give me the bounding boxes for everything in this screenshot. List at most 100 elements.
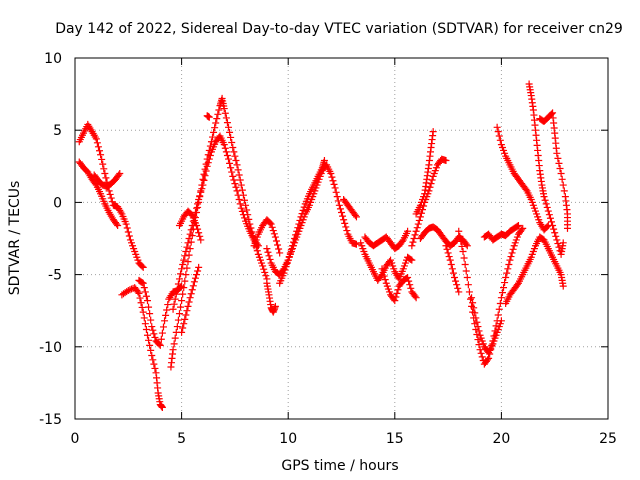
y-tick-label: 5	[53, 123, 62, 139]
series-sat-m	[263, 161, 360, 279]
data-point	[330, 180, 338, 188]
data-point	[271, 233, 279, 241]
data-point	[172, 290, 180, 298]
data-point	[501, 279, 509, 287]
data-point	[204, 159, 212, 167]
data-point	[508, 249, 516, 257]
data-point	[97, 151, 105, 159]
data-point	[414, 220, 422, 228]
data-point	[336, 205, 344, 213]
x-tick-label: 20	[492, 431, 510, 447]
data-point	[543, 223, 551, 231]
data-point	[427, 180, 435, 188]
series-sat-d	[118, 284, 166, 411]
data-point	[230, 148, 238, 156]
data-point	[161, 317, 169, 325]
data-point	[391, 297, 399, 305]
series-sat-u	[416, 223, 471, 250]
data-point	[184, 302, 192, 310]
data-point	[428, 176, 436, 184]
series-sat-i	[178, 263, 203, 336]
data-point	[123, 224, 131, 232]
data-point	[229, 172, 237, 180]
data-point	[173, 323, 181, 331]
series-sat-h	[175, 207, 205, 244]
data-point	[471, 309, 479, 317]
data-point	[426, 183, 434, 191]
data-point	[297, 213, 305, 221]
x-tick-labels: 0 5 10 15 20 25	[71, 431, 617, 447]
series-sat-o	[340, 196, 360, 221]
data-point	[115, 171, 123, 179]
data-point	[457, 237, 465, 245]
data-point	[212, 119, 220, 127]
data-point	[333, 193, 341, 201]
data-point	[554, 154, 562, 162]
data-point	[408, 242, 416, 250]
data-point	[197, 188, 205, 196]
series-sat-q	[361, 227, 412, 253]
data-point	[412, 227, 420, 235]
data-point	[260, 265, 268, 273]
data-point	[136, 294, 144, 302]
data-point	[185, 235, 193, 242]
data-point	[226, 159, 234, 167]
data-point	[231, 152, 239, 160]
series-sat-k	[250, 216, 284, 257]
data-point	[181, 252, 189, 260]
data-point	[182, 271, 190, 279]
data-point	[493, 123, 501, 131]
series-sat-s	[408, 155, 450, 250]
data-point	[559, 181, 567, 189]
x-axis-label: GPS time / hours	[281, 458, 398, 474]
data-point	[157, 335, 165, 343]
data-point	[137, 299, 145, 307]
data-point	[182, 311, 190, 319]
data-points	[75, 80, 571, 411]
data-point	[180, 284, 188, 292]
data-point	[187, 238, 195, 246]
data-point	[410, 235, 418, 242]
data-point	[449, 269, 457, 277]
data-point	[475, 341, 483, 349]
data-point	[140, 314, 148, 322]
data-point	[446, 256, 454, 264]
data-point	[175, 275, 183, 283]
data-point	[237, 181, 245, 189]
data-point	[351, 211, 359, 219]
data-point	[443, 245, 451, 253]
data-point	[229, 144, 237, 152]
data-point	[507, 253, 515, 261]
data-point	[205, 155, 213, 163]
data-point	[184, 258, 192, 266]
data-point	[407, 255, 415, 263]
data-point	[294, 224, 302, 232]
data-point	[272, 237, 280, 245]
data-point	[98, 155, 106, 163]
data-point	[150, 330, 158, 338]
data-point	[92, 135, 100, 143]
data-point	[141, 320, 149, 328]
data-point	[151, 333, 159, 341]
data-point	[206, 151, 214, 159]
data-point	[413, 224, 421, 232]
data-point	[394, 286, 402, 294]
data-point	[150, 360, 158, 368]
data-point	[169, 346, 177, 354]
plot-frame	[74, 57, 609, 420]
data-point	[463, 242, 471, 250]
data-point	[513, 222, 521, 230]
data-point	[553, 236, 561, 244]
x-tick-label: 0	[71, 431, 80, 447]
data-point	[546, 214, 554, 222]
data-point	[555, 159, 563, 167]
data-point	[505, 260, 513, 268]
data-point	[234, 166, 242, 174]
data-point	[223, 119, 231, 127]
data-point	[296, 216, 304, 224]
data-point	[417, 209, 425, 217]
data-point	[267, 220, 275, 228]
data-point	[327, 170, 335, 178]
data-point	[186, 294, 194, 302]
data-point	[288, 242, 296, 250]
